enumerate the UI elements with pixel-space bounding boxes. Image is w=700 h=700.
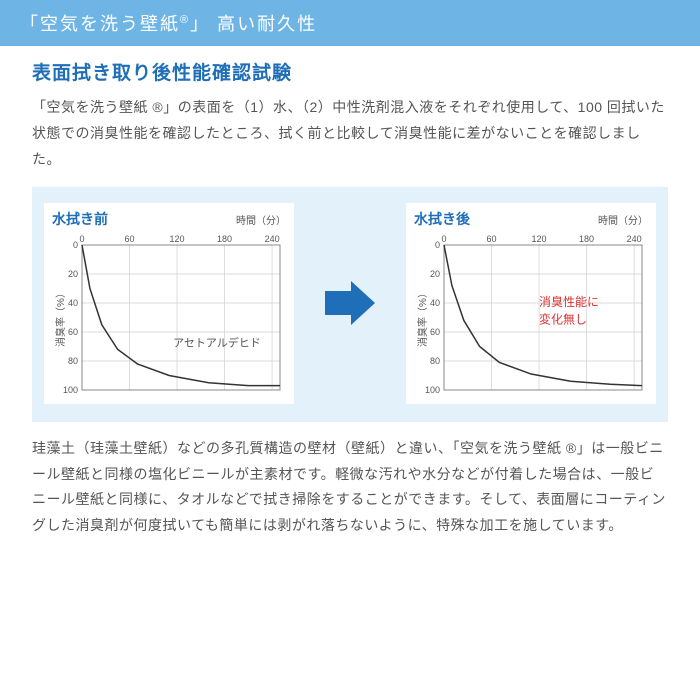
- svg-text:180: 180: [579, 234, 594, 244]
- header-title-pre: 「空気を洗う壁紙: [20, 14, 180, 34]
- svg-text:60: 60: [487, 234, 497, 244]
- svg-text:20: 20: [68, 269, 78, 279]
- chart-before-svg: 0 60 120 180 240 0 20 40 60 80 100 消臭率（%） アセトアルデヒド: [52, 231, 286, 396]
- chart-before-xunit: 時間（分）: [236, 212, 286, 227]
- arrow-icon: [325, 281, 375, 325]
- svg-text:120: 120: [532, 234, 547, 244]
- svg-text:60: 60: [125, 234, 135, 244]
- header-title-post: 」 高い耐久性: [190, 14, 317, 34]
- svg-text:20: 20: [430, 269, 440, 279]
- svg-text:240: 240: [265, 234, 280, 244]
- chart-area: 水拭き前 時間（分） 0 60 120 180 240 0 20 40 60 80 100 消臭率（%…: [32, 187, 668, 422]
- svg-text:240: 240: [627, 234, 642, 244]
- svg-text:消臭率（%）: 消臭率（%）: [416, 288, 429, 347]
- header-r: ®: [180, 14, 190, 26]
- svg-text:80: 80: [68, 356, 78, 366]
- svg-text:80: 80: [430, 356, 440, 366]
- svg-text:0: 0: [435, 240, 440, 250]
- arrow: [322, 281, 378, 325]
- svg-text:0: 0: [73, 240, 78, 250]
- svg-text:60: 60: [430, 327, 440, 337]
- footer-paragraph: 珪藻土（珪藻土壁紙）などの多孔質構造の壁材（壁紙）と違い、「空気を洗う壁紙 ®」…: [32, 436, 668, 540]
- svg-text:消臭率（%）: 消臭率（%）: [54, 288, 67, 347]
- intro-paragraph: 「空気を洗う壁紙 ®」の表面を（1）水、（2）中性洗剤混入液をそれぞれ使用して、…: [32, 95, 668, 173]
- svg-text:0: 0: [79, 234, 84, 244]
- chart-after: 水拭き後 時間（分） 0 60 120 180 240 0 20 40 60 80 100 消臭率（%…: [406, 203, 656, 404]
- svg-text:100: 100: [63, 385, 78, 395]
- subtitle: 表面拭き取り後性能確認試験: [32, 58, 668, 85]
- svg-text:40: 40: [68, 298, 78, 308]
- svg-text:0: 0: [441, 234, 446, 244]
- svg-text:120: 120: [170, 234, 185, 244]
- svg-text:180: 180: [217, 234, 232, 244]
- chart-before-title: 水拭き前: [52, 209, 108, 229]
- chart-after-xunit: 時間（分）: [598, 212, 648, 227]
- chart-before: 水拭き前 時間（分） 0 60 120 180 240 0 20 40 60 80 100 消臭率（%…: [44, 203, 294, 404]
- svg-text:アセトアルデヒド: アセトアルデヒド: [173, 335, 261, 349]
- svg-text:消臭性能に: 消臭性能に: [539, 294, 599, 309]
- chart-after-svg: 0 60 120 180 240 0 20 40 60 80 100 消臭率（%） 消臭性能に変化無し: [414, 231, 648, 396]
- svg-text:60: 60: [68, 327, 78, 337]
- content: 表面拭き取り後性能確認試験 「空気を洗う壁紙 ®」の表面を（1）水、（2）中性洗…: [0, 46, 700, 539]
- svg-text:40: 40: [430, 298, 440, 308]
- chart-after-title: 水拭き後: [414, 209, 470, 229]
- svg-text:変化無し: 変化無し: [539, 311, 587, 326]
- svg-text:100: 100: [425, 385, 440, 395]
- header-bar: 「空気を洗う壁紙®」 高い耐久性: [0, 0, 700, 46]
